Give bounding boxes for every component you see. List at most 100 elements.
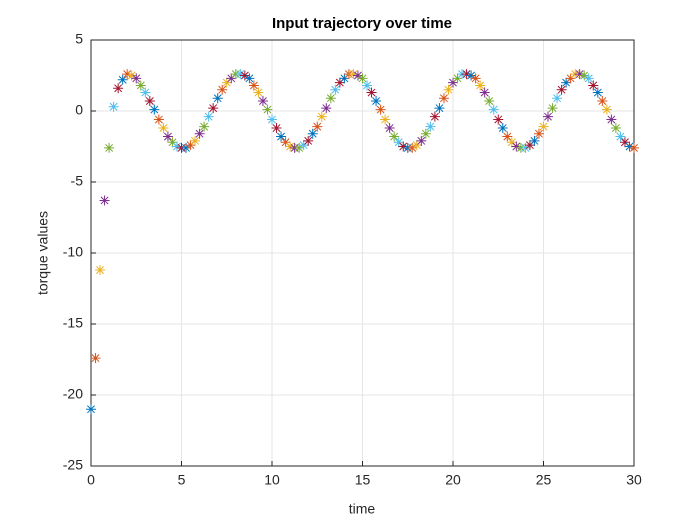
marker bbox=[239, 70, 250, 81]
marker bbox=[190, 135, 201, 146]
marker bbox=[113, 83, 124, 94]
marker bbox=[470, 73, 481, 84]
marker bbox=[547, 103, 558, 114]
marker bbox=[312, 121, 323, 132]
x-tick-label: 30 bbox=[626, 472, 642, 488]
marker bbox=[194, 128, 205, 139]
marker bbox=[434, 103, 445, 114]
marker bbox=[307, 128, 318, 139]
x-tick-label: 15 bbox=[355, 472, 371, 488]
marker bbox=[167, 137, 178, 148]
marker bbox=[443, 84, 454, 95]
marker bbox=[506, 137, 517, 148]
marker bbox=[276, 131, 287, 142]
marker bbox=[592, 87, 603, 98]
marker bbox=[479, 87, 490, 98]
marker bbox=[389, 131, 400, 142]
marker bbox=[407, 142, 418, 153]
marker bbox=[606, 114, 617, 125]
y-axis-label: torque values bbox=[35, 211, 51, 295]
marker bbox=[380, 114, 391, 125]
marker bbox=[235, 69, 246, 80]
marker bbox=[588, 80, 599, 91]
marker bbox=[448, 77, 458, 88]
marker bbox=[248, 80, 259, 91]
marker bbox=[298, 140, 309, 151]
y-tick-label: -25 bbox=[63, 457, 83, 473]
marker bbox=[384, 123, 395, 134]
marker bbox=[203, 111, 214, 122]
marker bbox=[212, 93, 223, 104]
marker bbox=[610, 123, 621, 134]
marker bbox=[438, 93, 449, 104]
marker bbox=[398, 141, 409, 152]
marker bbox=[619, 137, 630, 148]
marker bbox=[122, 69, 133, 80]
marker bbox=[429, 111, 440, 122]
x-tick-label: 0 bbox=[87, 472, 95, 488]
marker bbox=[171, 141, 182, 152]
marker bbox=[117, 74, 128, 85]
marker bbox=[185, 140, 196, 151]
marker bbox=[321, 103, 332, 114]
axes-box bbox=[90, 39, 635, 467]
marker bbox=[357, 73, 368, 84]
marker bbox=[90, 353, 101, 364]
marker bbox=[257, 96, 268, 107]
marker bbox=[624, 141, 635, 152]
marker bbox=[461, 69, 472, 80]
marker bbox=[366, 87, 377, 98]
marker bbox=[493, 114, 504, 125]
marker bbox=[529, 135, 540, 146]
y-tick-label: -15 bbox=[63, 315, 83, 331]
marker bbox=[416, 135, 427, 146]
marker bbox=[95, 265, 106, 276]
x-tick-label: 10 bbox=[264, 472, 280, 488]
marker bbox=[352, 70, 363, 81]
marker bbox=[579, 70, 590, 81]
marker bbox=[271, 123, 282, 134]
marker bbox=[316, 111, 327, 122]
marker bbox=[488, 104, 499, 115]
marker bbox=[411, 140, 422, 151]
marker bbox=[475, 80, 486, 91]
x-tick-label: 25 bbox=[536, 472, 552, 488]
y-tick-label: 5 bbox=[75, 31, 83, 47]
marker bbox=[221, 77, 232, 88]
marker bbox=[452, 73, 463, 84]
marker bbox=[520, 142, 531, 153]
marker bbox=[583, 73, 594, 84]
marker bbox=[144, 96, 155, 107]
marker bbox=[497, 123, 508, 134]
marker bbox=[158, 123, 169, 134]
marker bbox=[99, 195, 110, 206]
marker bbox=[556, 84, 567, 95]
marker bbox=[181, 142, 192, 153]
marker bbox=[325, 93, 336, 104]
x-tick-label: 5 bbox=[178, 472, 186, 488]
marker bbox=[511, 141, 522, 152]
marker bbox=[484, 96, 495, 107]
chart-title: Input trajectory over time bbox=[272, 15, 452, 32]
marker bbox=[217, 84, 228, 95]
marker bbox=[538, 121, 549, 132]
marker bbox=[135, 80, 146, 91]
marker bbox=[629, 142, 639, 153]
marker bbox=[208, 103, 219, 114]
y-tick-label: -20 bbox=[63, 386, 83, 402]
marker bbox=[285, 141, 296, 152]
marker bbox=[601, 104, 612, 115]
x-axis-label: time bbox=[349, 501, 376, 517]
marker bbox=[524, 140, 535, 151]
x-tick-label: 20 bbox=[445, 472, 461, 488]
y-tick-label: -10 bbox=[63, 244, 83, 260]
marker bbox=[126, 70, 137, 81]
marker bbox=[375, 104, 386, 115]
marker bbox=[339, 73, 350, 84]
marker bbox=[543, 111, 554, 122]
marker bbox=[561, 77, 572, 88]
marker bbox=[466, 70, 477, 81]
